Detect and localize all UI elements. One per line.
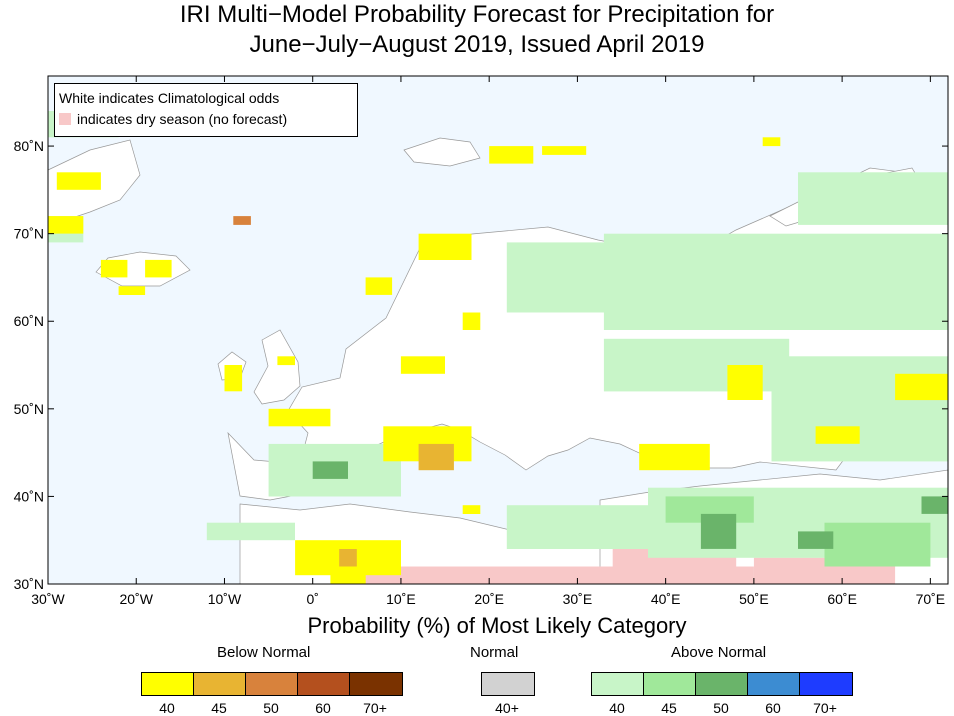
- above-scale-label: 70+: [813, 700, 837, 716]
- normal-title: Normal: [470, 644, 519, 661]
- forecast-cell-above40: [798, 172, 948, 225]
- above-scale-swatch: [644, 673, 696, 695]
- forecast-cell-below40: [462, 505, 481, 514]
- above-scale-label: 50: [713, 700, 729, 716]
- normal-scale-swatch: [482, 673, 534, 695]
- legend-climatology-text: White indicates Climatological odds: [59, 90, 280, 106]
- forecast-cell-below40: [895, 373, 948, 401]
- above-normal-scale: [591, 672, 853, 696]
- forecast-cell-below40: [542, 146, 587, 155]
- title-line-2: June−July−August 2019, Issued April 2019: [249, 31, 705, 58]
- forecast-cell-below40: [268, 408, 331, 427]
- forecast-cell-below40: [48, 216, 84, 234]
- forecast-cell-above50: [700, 513, 737, 549]
- axis-ticks: 30˚W 20˚W 10˚W 0˚ 10˚E 20˚E 30˚E 40˚E 50˚E 60˚E 70…: [14, 76, 948, 607]
- forecast-cell-below40: [224, 365, 243, 392]
- below-normal-title: Below Normal: [217, 644, 311, 661]
- lon-tick-label: 70˚E: [916, 591, 946, 607]
- forecast-cell-below40: [400, 356, 445, 374]
- forecast-cell-below40: [639, 443, 710, 471]
- forecast-cell-above40: [206, 522, 295, 541]
- below-scale-label: 45: [211, 700, 227, 716]
- lat-tick-label: 40˚N: [14, 488, 44, 504]
- forecast-cell-above40: [506, 242, 613, 313]
- land-britain: [253, 329, 301, 405]
- below-scale-label: 40: [159, 700, 175, 716]
- forecast-cell-below45: [339, 549, 357, 567]
- forecast-cell-below45: [418, 443, 454, 471]
- below-scale-label: 50: [263, 700, 279, 716]
- lon-tick-label: 40˚E: [651, 591, 681, 607]
- map-title: IRI Multi−Model Probability Forecast for…: [0, 0, 954, 60]
- title-line-1: IRI Multi−Model Probability Forecast for…: [179, 1, 775, 28]
- forecast-cell-below40: [462, 312, 481, 330]
- lat-tick-label: 30˚N: [14, 576, 44, 592]
- forecast-cell-below40: [277, 356, 295, 366]
- lat-tick-label: 80˚N: [14, 138, 44, 154]
- above-scale-label: 40: [609, 700, 625, 716]
- lon-tick-label: 0˚: [306, 591, 318, 607]
- forecast-cell-below40: [727, 365, 763, 400]
- normal-scale-label: 40+: [495, 700, 519, 716]
- map-legend: White indicates Climatological odds indi…: [54, 83, 358, 137]
- lon-tick-label: 50˚E: [739, 591, 769, 607]
- forecast-cell-below40: [365, 277, 393, 295]
- above-scale-label: 60: [765, 700, 781, 716]
- forecast-cell-below40: [489, 146, 534, 164]
- lat-tick-label: 50˚N: [14, 401, 44, 417]
- forecast-cell-below40: [118, 286, 146, 295]
- below-scale-swatch: [298, 673, 350, 695]
- normal-scale: [481, 672, 535, 696]
- forecast-cell-below40: [56, 172, 101, 190]
- below-scale-swatch: [194, 673, 246, 695]
- forecast-cell-below40: [145, 259, 172, 278]
- above-scale-swatch: [592, 673, 644, 695]
- lat-tick-label: 70˚N: [14, 226, 44, 242]
- lon-tick-label: 20˚W: [120, 591, 154, 607]
- lon-tick-label: 30˚W: [31, 591, 65, 607]
- below-scale-swatch: [246, 673, 298, 695]
- forecast-cell-below50: [233, 216, 251, 225]
- lon-tick-label: 20˚E: [474, 591, 504, 607]
- legend-dry-season-text: indicates dry season (no forecast): [77, 111, 288, 127]
- lon-tick-label: 10˚W: [208, 591, 242, 607]
- forecast-cell-above45: [824, 522, 931, 567]
- map-frame: [47, 75, 949, 585]
- forecast-cell-below40: [762, 137, 781, 147]
- forecast-cell-below40: [815, 426, 860, 444]
- probability-label: Probability (%) of Most Likely Category: [307, 613, 687, 638]
- land-svalbard: [403, 137, 481, 167]
- lon-tick-label: 10˚E: [386, 591, 416, 607]
- below-scale-swatch: [350, 673, 402, 695]
- below-scale-label: 60: [315, 700, 331, 716]
- forecast-cell-above50: [921, 496, 948, 514]
- above-scale-label: 45: [661, 700, 677, 716]
- below-scale-swatch: [142, 673, 194, 695]
- forecast-cell-below40: [100, 259, 128, 278]
- forecast-cells: [48, 111, 948, 584]
- forecast-cell-above50: [798, 531, 834, 549]
- legend-dry-season-row: indicates dry season (no forecast): [59, 111, 287, 127]
- above-scale-swatch: [800, 673, 852, 695]
- lon-tick-label: 60˚E: [827, 591, 857, 607]
- forecast-cell-above50: [312, 461, 348, 479]
- forecast-cell-above40: [603, 233, 948, 330]
- dry-season-swatch: [59, 113, 71, 125]
- below-scale-label: 70+: [363, 700, 387, 716]
- lon-tick-label: 30˚E: [563, 591, 593, 607]
- above-scale-swatch: [696, 673, 748, 695]
- forecast-cell-below40: [418, 233, 472, 260]
- below-normal-scale: [141, 672, 403, 696]
- forecast-cell-below40: [330, 566, 366, 584]
- forecast-cell-above40: [771, 356, 948, 462]
- above-normal-title: Above Normal: [671, 644, 767, 661]
- lat-tick-label: 60˚N: [14, 313, 44, 329]
- above-scale-swatch: [748, 673, 800, 695]
